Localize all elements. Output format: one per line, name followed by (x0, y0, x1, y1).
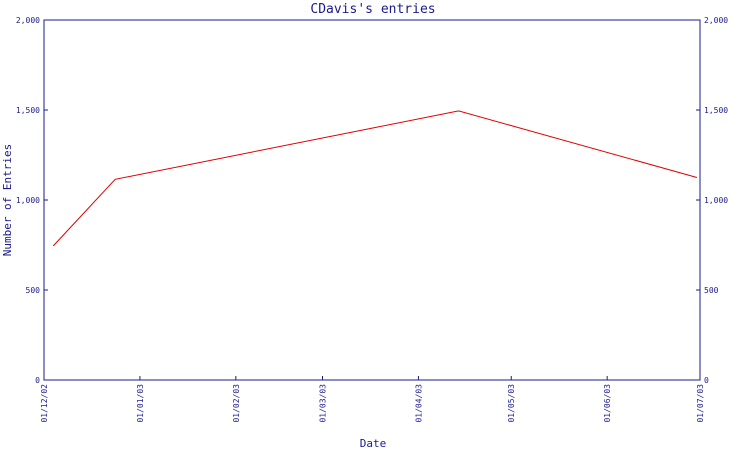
x-tick-label: 01/07/03 (696, 384, 705, 423)
chart-title: CDavis's entries (310, 2, 435, 17)
y-tick-label-left: 1,500 (16, 106, 40, 115)
y-tick-label-right: 0 (704, 376, 709, 385)
x-tick-label: 01/03/03 (318, 384, 327, 423)
y-tick-label-left: 2,000 (16, 16, 40, 25)
x-tick-label: 01/01/03 (136, 384, 145, 423)
y-axis-ticks: 0 0 500 500 1,000 1,000 1,500 1,500 2,000 2,000 (16, 16, 728, 385)
y-tick-label-right: 1,500 (704, 106, 728, 115)
y-tick-label-right: 1,000 (704, 196, 728, 205)
y-tick-label-left: 500 (26, 286, 41, 295)
series-layer (52, 110, 698, 247)
x-tick-label: 01/02/03 (232, 384, 241, 423)
x-axis-ticks: 01/12/02 01/01/03 01/02/03 01/03/03 01/04/03… (40, 376, 705, 423)
y-tick-label-left: 0 (35, 376, 40, 385)
y-axis-label: Number of Entries (1, 144, 14, 257)
plot-frame (43, 19, 701, 381)
x-axis-label: Date (360, 437, 387, 450)
x-tick-label: 01/05/03 (507, 384, 516, 423)
y-tick-label-right: 2,000 (704, 16, 728, 25)
series-line (52, 110, 698, 247)
x-tick-label: 01/04/03 (414, 384, 423, 423)
x-tick-label: 01/12/02 (40, 384, 49, 423)
x-tick-label: 01/06/03 (603, 384, 612, 423)
y-tick-label-right: 500 (704, 286, 719, 295)
y-tick-label-left: 1,000 (16, 196, 40, 205)
